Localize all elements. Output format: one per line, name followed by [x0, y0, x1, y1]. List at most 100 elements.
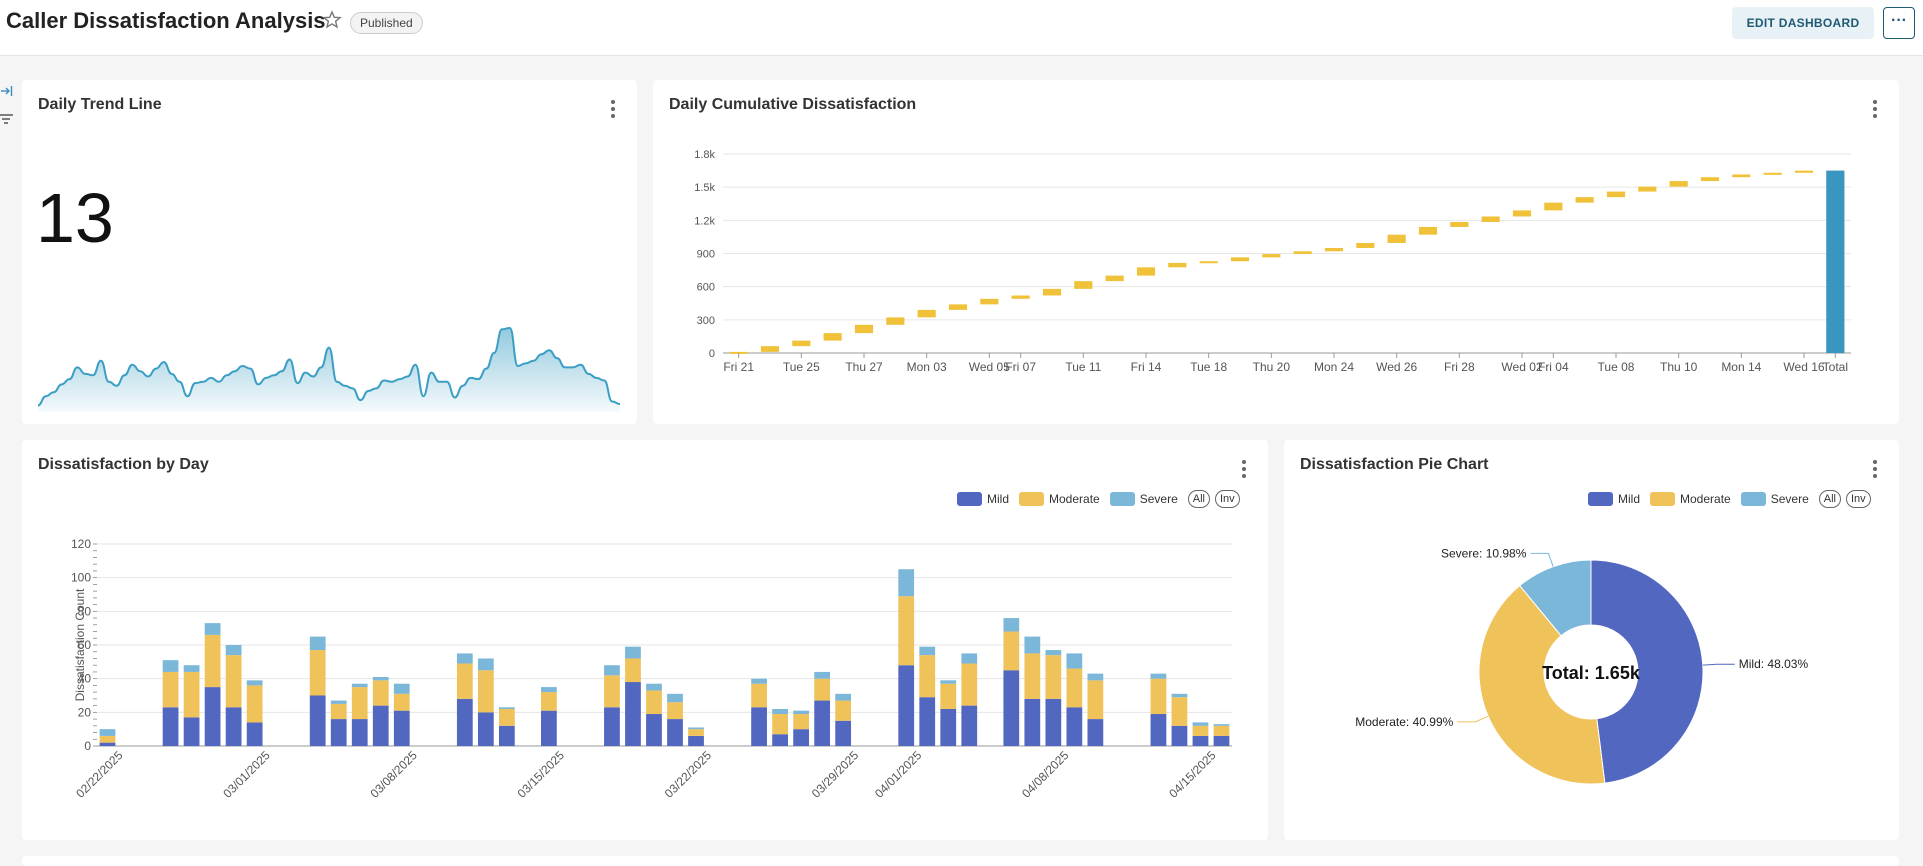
- x-tick-label: 03/01/2025: [220, 748, 273, 801]
- waterfall-bar: [1575, 197, 1594, 203]
- x-tick-label: Tue 08: [1598, 360, 1635, 374]
- x-tick-label: Fri 14: [1131, 360, 1162, 374]
- bar-segment-severe: [919, 646, 936, 656]
- legend-select-all-button[interactable]: All: [1187, 490, 1210, 508]
- legend-item-mild[interactable]: Mild: [1588, 492, 1640, 506]
- bar-segment-severe: [393, 683, 410, 694]
- waterfall-bar: [886, 317, 905, 325]
- bar-segment-mild: [183, 717, 200, 746]
- x-tick-label: Tue 18: [1190, 360, 1227, 374]
- x-tick-label: 03/15/2025: [515, 748, 568, 801]
- waterfall-bar: [1011, 295, 1030, 299]
- waterfall-bar: [760, 346, 780, 352]
- bar-segment-severe: [772, 708, 788, 715]
- waterfall-bar: [917, 309, 936, 318]
- waterfall-bar: [1136, 267, 1156, 276]
- bar-segment-moderate: [835, 700, 852, 721]
- bar-segment-moderate: [372, 680, 389, 706]
- bar-segment-severe: [477, 658, 494, 671]
- bar-segment-moderate: [919, 655, 936, 698]
- y-tick-label: 40: [78, 672, 92, 686]
- legend-invert-button[interactable]: Inv: [1214, 490, 1240, 508]
- dashboard-title: Caller Dissatisfaction Analysis: [6, 8, 326, 33]
- pie-slice-label: Severe: 10.98%: [1441, 546, 1527, 560]
- x-tick-label: Total: [1823, 360, 1848, 374]
- bar-segment-mild: [1192, 735, 1209, 746]
- bar-segment-mild: [99, 742, 116, 746]
- legend-invert-button[interactable]: Inv: [1845, 490, 1871, 508]
- card-menu-icon[interactable]: [1873, 100, 1877, 118]
- waterfall-bar: [1481, 216, 1500, 222]
- card-menu-icon[interactable]: [1242, 460, 1246, 478]
- legend-item-mild[interactable]: Mild: [957, 492, 1009, 506]
- bar-segment-mild: [772, 734, 788, 746]
- waterfall-bar: [729, 351, 748, 354]
- sparkline-area: [38, 328, 620, 412]
- bar-segment-severe: [814, 671, 831, 679]
- collapse-sidebar-icon[interactable]: [0, 84, 14, 98]
- legend-item-severe[interactable]: Severe: [1740, 492, 1809, 506]
- waterfall-bar: [854, 324, 874, 334]
- bar-segment-severe: [1171, 693, 1188, 698]
- status-badge: Published: [350, 12, 423, 34]
- bar-segment-mild: [835, 720, 852, 746]
- bar-segment-severe: [541, 687, 557, 693]
- bar-segment-severe: [1213, 724, 1230, 726]
- bar-segment-moderate: [309, 650, 326, 696]
- bar-segment-moderate: [204, 634, 221, 688]
- bar-segment-severe: [898, 569, 915, 597]
- legend-item-moderate[interactable]: Moderate: [1650, 492, 1731, 506]
- y-tick-label: 1.5k: [694, 182, 715, 194]
- legend-item-severe[interactable]: Severe: [1109, 492, 1178, 506]
- waterfall-bar: [1293, 251, 1312, 255]
- bar-segment-mild: [898, 665, 915, 746]
- x-tick-label: Mon 03: [907, 360, 947, 374]
- legend-select-all-button[interactable]: All: [1818, 490, 1841, 508]
- waterfall-bar: [1042, 288, 1062, 296]
- bar-segment-moderate: [1213, 725, 1230, 736]
- bar-segment-severe: [162, 660, 179, 672]
- bar-segment-severe: [1192, 722, 1209, 726]
- sparkline-chart: [38, 326, 621, 412]
- bar-segment-moderate: [541, 692, 557, 711]
- waterfall-bar: [1638, 186, 1657, 192]
- bar-segment-mild: [688, 735, 704, 746]
- pie-slice-mild: [1590, 559, 1704, 784]
- sparkline-line: [38, 326, 621, 407]
- x-tick-label: Tue 11: [1065, 360, 1101, 374]
- y-tick-label: 0: [84, 739, 91, 753]
- bar-segment-severe: [372, 676, 389, 681]
- waterfall-bar: [1168, 262, 1187, 268]
- bar-segment-severe: [1024, 636, 1041, 654]
- pie-center-label: Total: 1.65k: [1542, 663, 1641, 683]
- bar-segment-severe: [225, 645, 242, 656]
- bar-segment-severe: [498, 707, 515, 709]
- card-menu-icon[interactable]: [1873, 460, 1877, 478]
- bar-segment-mild: [1045, 698, 1062, 746]
- bar-segment-moderate: [1066, 668, 1083, 708]
- favorite-star-icon[interactable]: [322, 10, 342, 30]
- card-title: Daily Trend Line: [38, 96, 162, 113]
- filter-icon[interactable]: [0, 112, 14, 126]
- bar-segment-moderate: [246, 685, 263, 723]
- bar-segment-severe: [1087, 673, 1104, 681]
- daily-trend-card: Daily Trend Line 13: [22, 80, 637, 424]
- bar-segment-moderate: [1045, 655, 1062, 699]
- y-tick-label: 1.2k: [694, 215, 715, 227]
- edit-dashboard-button[interactable]: EDIT DASHBOARD: [1732, 7, 1874, 39]
- pie-label-line: [1457, 715, 1489, 723]
- waterfall-bar: [1450, 221, 1469, 227]
- bar-segment-moderate: [898, 596, 915, 666]
- card-menu-icon[interactable]: [611, 100, 615, 118]
- bar-segment-moderate: [1171, 697, 1188, 726]
- bar-segment-mild: [456, 698, 473, 746]
- legend-item-moderate[interactable]: Moderate: [1019, 492, 1100, 506]
- bar-segment-moderate: [99, 735, 116, 743]
- waterfall-chart: 0 300 600 900 1.2k 1.5k 1.8k Fri 21 Tue 25 Thu 27…: [694, 149, 1851, 374]
- y-axis-label: Dissatisfaction Count: [73, 588, 87, 701]
- waterfall-bar: [1732, 174, 1751, 178]
- bar-segment-moderate: [604, 675, 620, 708]
- bar-segment-moderate: [1003, 631, 1020, 671]
- bar-segment-moderate: [162, 671, 179, 708]
- more-options-button[interactable]: ···: [1883, 7, 1915, 39]
